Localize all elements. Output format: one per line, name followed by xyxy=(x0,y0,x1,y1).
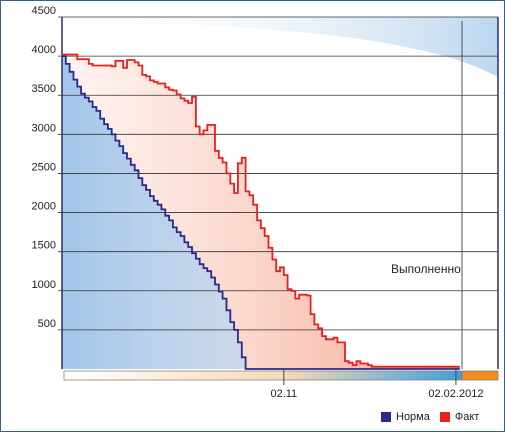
y-tick-label: 4500 xyxy=(32,5,56,17)
grid-lines xyxy=(58,16,498,331)
legend-swatch-norm xyxy=(381,412,391,422)
y-tick-labels: 500 1000 1500 2000 2500 3000 3500 4000 4500 xyxy=(32,5,56,330)
legend-item-norm: Норма xyxy=(381,411,430,423)
legend-swatch-fact xyxy=(439,412,450,422)
y-tick-label: 4000 xyxy=(32,44,56,56)
timeline-tail xyxy=(461,370,499,381)
x-tick-labels: 02.11 02.02.2012 xyxy=(270,369,483,400)
y-tick-label: 1500 xyxy=(32,240,56,252)
series-line-norm xyxy=(62,55,460,370)
area-fills xyxy=(62,54,460,369)
legend-label-fact: Факт xyxy=(454,411,480,423)
y-tick-label: 500 xyxy=(38,318,56,330)
legend-label-norm: Норма xyxy=(396,411,430,423)
y-tick-label: 3000 xyxy=(32,122,56,134)
y-tick-label: 3500 xyxy=(32,83,56,95)
top-decoration xyxy=(61,17,498,77)
timeline-bar xyxy=(63,370,463,381)
y-tick-label: 2500 xyxy=(32,161,56,173)
legend-item-fact: Факт xyxy=(439,411,480,423)
series-line-fact xyxy=(62,53,460,368)
legend: Норма Факт xyxy=(381,411,489,423)
x-tick-label: 02.11 xyxy=(270,388,297,400)
x-tick-label: 02.02.2012 xyxy=(428,388,483,400)
y-tick-label: 2000 xyxy=(32,201,56,213)
annotation-completed: Выполненно xyxy=(391,262,461,276)
y-tick-label: 1000 xyxy=(32,279,56,291)
series-lines xyxy=(62,53,460,370)
